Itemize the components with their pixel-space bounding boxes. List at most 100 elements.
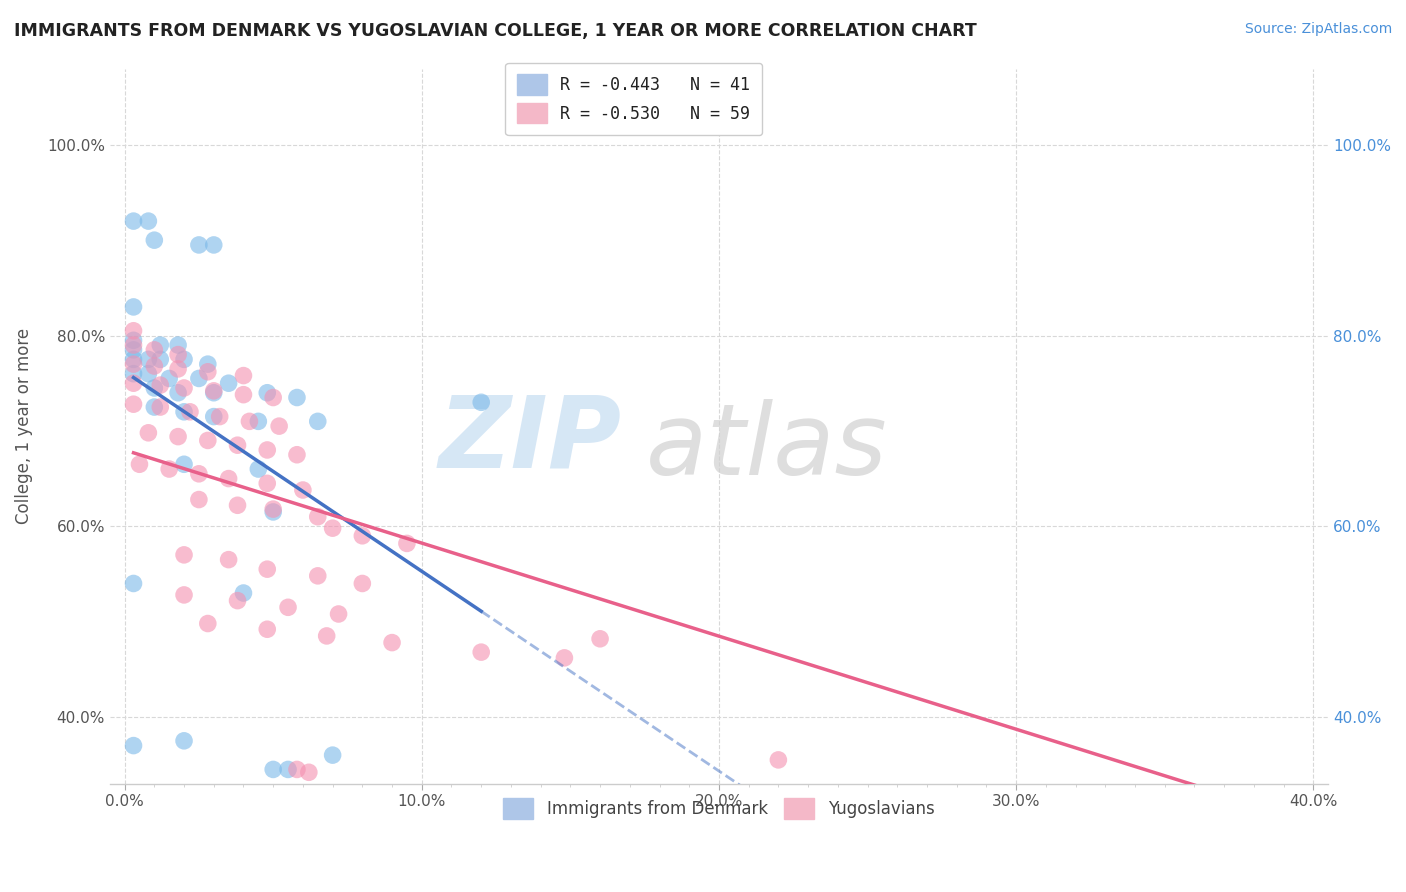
Point (173, 548, 195, 562)
Point (143, 343, 166, 357)
Point (307, 509, 329, 524)
Point (167, 338, 190, 352)
Point (143, 233, 166, 247)
Point (122, 300, 145, 314)
Point (232, 368, 254, 383)
Point (143, 381, 166, 395)
Point (208, 409, 231, 424)
Point (197, 357, 219, 371)
Text: atlas: atlas (645, 399, 887, 496)
Point (381, 635, 404, 649)
Point (173, 457, 195, 471)
Point (143, 400, 166, 414)
Point (395, 536, 418, 550)
Point (122, 334, 145, 348)
Point (187, 371, 209, 385)
Point (352, 529, 374, 543)
Point (167, 385, 190, 400)
Point (218, 376, 240, 391)
Point (122, 367, 145, 381)
Point (179, 405, 201, 419)
Point (226, 438, 249, 452)
Point (226, 498, 249, 512)
Point (138, 367, 160, 381)
Point (218, 472, 240, 486)
Point (173, 734, 195, 748)
Point (122, 324, 145, 338)
Point (277, 763, 299, 777)
Point (122, 376, 145, 391)
Point (122, 357, 145, 371)
Point (298, 765, 321, 780)
Point (128, 457, 150, 471)
Point (122, 214, 145, 228)
Point (256, 476, 278, 491)
Point (197, 365, 219, 379)
Point (256, 442, 278, 457)
Text: ZIP: ZIP (439, 392, 621, 489)
Point (589, 632, 612, 646)
Point (247, 462, 270, 476)
Point (202, 385, 225, 400)
Point (262, 505, 284, 519)
Point (157, 371, 180, 385)
Point (197, 616, 219, 631)
Point (285, 763, 308, 777)
Point (122, 576, 145, 591)
Point (307, 569, 329, 583)
Point (143, 359, 166, 373)
Text: Source: ZipAtlas.com: Source: ZipAtlas.com (1244, 22, 1392, 37)
Point (122, 343, 145, 357)
Point (202, 409, 225, 424)
Point (768, 753, 790, 767)
Point (232, 586, 254, 600)
Point (470, 395, 492, 409)
Point (122, 338, 145, 352)
Point (262, 502, 284, 516)
Point (291, 483, 314, 497)
Point (149, 338, 172, 352)
Legend: Immigrants from Denmark, Yugoslavians: Immigrants from Denmark, Yugoslavians (496, 792, 941, 825)
Point (553, 651, 575, 665)
Point (262, 391, 284, 405)
Point (226, 593, 249, 607)
Point (328, 607, 350, 621)
Point (352, 576, 374, 591)
Point (315, 629, 337, 643)
Y-axis label: College, 1 year or more: College, 1 year or more (15, 328, 32, 524)
Point (149, 378, 172, 392)
Point (470, 645, 492, 659)
Point (138, 425, 160, 440)
Point (157, 462, 180, 476)
Point (173, 352, 195, 367)
Point (307, 414, 329, 428)
Point (173, 588, 195, 602)
Point (277, 600, 299, 615)
Point (256, 622, 278, 636)
Point (149, 352, 172, 367)
Point (202, 238, 225, 252)
Point (247, 414, 270, 428)
Point (202, 384, 225, 398)
Point (173, 405, 195, 419)
Point (122, 739, 145, 753)
Point (232, 387, 254, 401)
Point (218, 552, 240, 566)
Point (285, 391, 308, 405)
Point (322, 521, 344, 535)
Point (256, 385, 278, 400)
Point (138, 214, 160, 228)
Point (197, 434, 219, 448)
Point (322, 748, 344, 763)
Point (187, 492, 209, 507)
Point (256, 562, 278, 576)
Point (138, 352, 160, 367)
Point (122, 397, 145, 411)
Point (173, 381, 195, 395)
Point (167, 362, 190, 376)
Point (238, 414, 260, 428)
Point (149, 400, 172, 414)
Point (167, 348, 190, 362)
Point (262, 763, 284, 777)
Point (269, 419, 291, 434)
